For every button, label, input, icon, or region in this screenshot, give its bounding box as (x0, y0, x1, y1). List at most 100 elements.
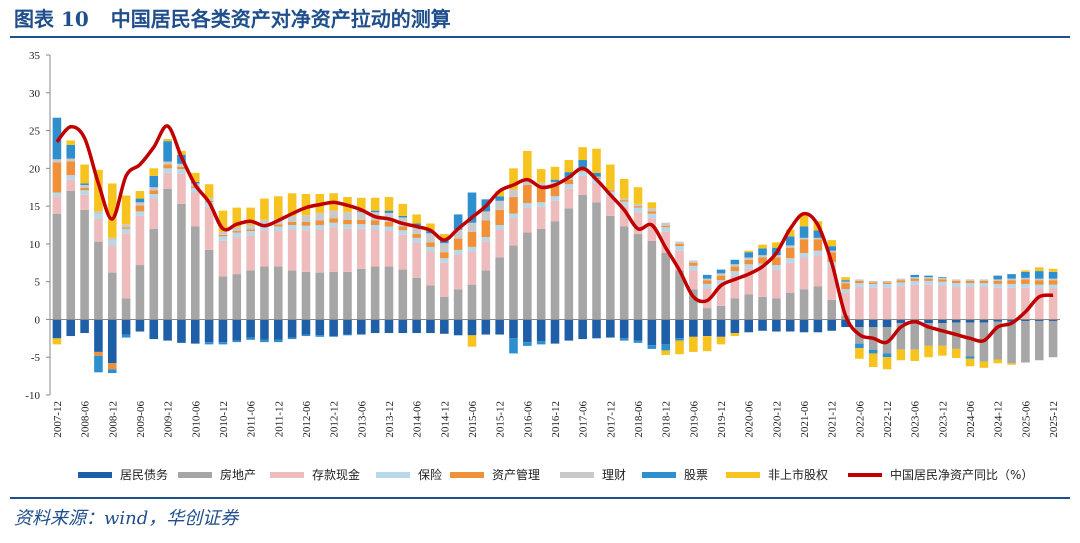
bar-segment-居民债务 (550, 319, 560, 344)
bar-segment-存款现金 (66, 179, 76, 191)
legend-label: 居民债务 (120, 467, 168, 482)
legend-swatch (450, 472, 484, 478)
bar-segment-存款现金 (606, 196, 615, 216)
bar-segment-保险 (730, 271, 740, 276)
bar-segment-资产管理 (896, 280, 906, 283)
bar-segment-非上市股权 (523, 150, 532, 179)
bar-segment-股票 (550, 179, 560, 182)
source-rule (10, 497, 1070, 499)
bar-segment-居民债务 (785, 319, 795, 332)
bar-segment-保险 (536, 202, 546, 207)
bar-segment-理财 (301, 215, 311, 222)
bar-segment-存款现金 (467, 251, 477, 285)
bar-segment-保险 (965, 283, 975, 287)
bar-segment-理财 (357, 212, 366, 220)
bar-segment-存款现金 (924, 284, 933, 320)
y-tick-label: 0 (35, 314, 41, 326)
bar-segment-股票 (495, 196, 504, 201)
bar-segment-居民债务 (813, 319, 823, 333)
bar-segment-存款现金 (564, 188, 574, 209)
bar-segment-理财 (1007, 278, 1016, 281)
bar-segment-居民债务 (370, 319, 380, 334)
bar-segment-存款现金 (163, 172, 172, 189)
bar-segment-保险 (619, 201, 629, 207)
bar-segment-股票 (467, 192, 477, 223)
bar-segment-股票 (80, 183, 89, 185)
bar-segment-房地产 (190, 226, 200, 320)
bar-segment-非上市股权 (799, 215, 809, 227)
bar-segment-非上市股权 (785, 229, 795, 237)
bar-segment-股票 (882, 353, 892, 358)
bar-segment-非上市股权 (619, 178, 629, 199)
x-tick-label: 2022-12 (882, 401, 894, 438)
bar-segment-保险 (218, 236, 228, 241)
bar-segment-理财 (523, 178, 532, 185)
bar-segment-房地产 (675, 270, 684, 320)
bar-segment-非上市股权 (730, 333, 740, 337)
bar-segment-保险 (772, 265, 781, 270)
bar-segment-保险 (523, 203, 532, 208)
legend-label: 非上市股权 (768, 467, 828, 482)
bar-segment-非上市股权 (218, 210, 228, 232)
bar-segment-理财 (758, 255, 767, 258)
y-tick-label: 25 (29, 126, 41, 138)
bar-segment-非上市股权 (550, 166, 560, 180)
bar-segment-存款现金 (357, 228, 366, 269)
bar-segment-理财 (426, 233, 435, 243)
bar-segment-理财 (855, 279, 864, 281)
bar-segment-居民债务 (481, 319, 491, 335)
bar-segment-存款现金 (218, 240, 228, 277)
bar-segment-资产管理 (370, 220, 380, 225)
bar-segment-资产管理 (550, 184, 560, 197)
bar-segment-理财 (412, 225, 421, 235)
bar-segment-存款现金 (965, 286, 975, 320)
x-tick-label: 2010-06 (190, 401, 202, 438)
bar-segment-居民债务 (619, 319, 629, 339)
bar-segment-资产管理 (232, 231, 242, 233)
legend-swatch (642, 472, 676, 478)
y-tick-label: -5 (31, 352, 41, 364)
bar-segment-保险 (924, 280, 933, 285)
bar-segment-居民债务 (744, 319, 753, 333)
bar-segment-非上市股权 (868, 353, 878, 368)
bar-segment-房地产 (121, 298, 131, 320)
bar-segment-房地产 (287, 270, 297, 320)
bar-segment-非上市股权 (1034, 267, 1044, 272)
x-tick-label: 2019-06 (688, 401, 700, 438)
bar-segment-非上市股权 (633, 187, 643, 204)
bar-segment-非上市股权 (440, 234, 449, 239)
bar-segment-居民债务 (758, 319, 767, 331)
bar-segment-房地产 (232, 274, 242, 320)
bar-segment-非上市股权 (190, 172, 200, 182)
bar-segment-资产管理 (536, 187, 546, 203)
figure-number: 图表 10 (14, 7, 89, 31)
bar-segment-股票 (827, 246, 836, 251)
bar-segment-房地产 (606, 215, 615, 320)
bar-segment-存款现金 (578, 175, 587, 195)
bar-segment-资产管理 (979, 280, 989, 284)
bar-segment-保险 (177, 169, 186, 174)
x-tick-label: 2008-06 (80, 401, 92, 438)
bar-segment-资产管理 (647, 211, 657, 214)
bar-segment-保险 (121, 228, 131, 234)
bar-segment-理财 (1021, 277, 1030, 280)
bar-segment-资产管理 (329, 218, 338, 223)
bar-segment-居民债务 (965, 319, 975, 323)
bar-segment-理财 (107, 237, 117, 241)
bar-segment-股票 (536, 341, 546, 345)
bar-segment-理财 (772, 255, 781, 258)
bar-segment-资产管理 (523, 184, 532, 204)
legend-label: 房地产 (220, 467, 256, 482)
bar-segment-股票 (1048, 271, 1058, 279)
bar-segment-存款现金 (772, 269, 781, 299)
bar-segment-理财 (799, 237, 809, 240)
bar-segment-居民债务 (204, 319, 214, 343)
bar-segment-非上市股权 (260, 198, 269, 220)
bar-segment-房地产 (204, 249, 214, 320)
bar-segment-资产管理 (398, 226, 408, 231)
bar-segment-非上市股权 (370, 197, 380, 211)
bar-segment-存款现金 (481, 241, 491, 271)
x-tick-label: 2023-06 (910, 401, 922, 438)
x-tick-label: 2020-06 (744, 401, 756, 438)
bar-segment-资产管理 (426, 242, 435, 247)
